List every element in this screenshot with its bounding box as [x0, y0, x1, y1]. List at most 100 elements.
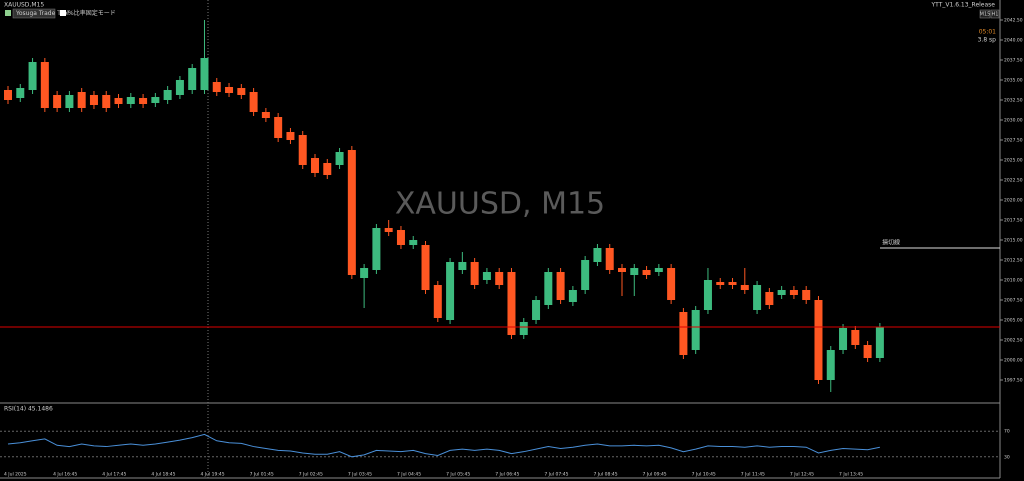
watermark: XAUUSD, M15 [395, 187, 605, 222]
x-tick-label: 4 Jul 18:45 [151, 472, 175, 478]
x-tick-label: 7 Jul 01:45 [250, 472, 274, 478]
candle-body [347, 150, 356, 275]
candle-body [175, 80, 184, 95]
candle-body [740, 285, 749, 290]
candle-body [261, 112, 270, 118]
tool-button[interactable] [12, 8, 56, 19]
x-tick-label: 4 Jul 16:45 [53, 472, 77, 478]
candle-body [605, 248, 614, 270]
candle-body [163, 90, 172, 100]
x-tick-label: 7 Jul 08:45 [593, 472, 617, 478]
tf-button[interactable] [990, 9, 1000, 19]
y-tick-label: 2005.00 [1004, 318, 1023, 324]
candle-body [421, 245, 430, 290]
candle-body [200, 58, 209, 90]
x-tick-label: 7 Jul 02:45 [299, 472, 323, 478]
x-tick-label: 7 Jul 06:45 [495, 472, 519, 478]
tool-icon [5, 10, 11, 16]
rsi-title: RSI(14) 45.1486 [4, 406, 53, 413]
candle-body [703, 280, 712, 310]
candle-body [126, 97, 135, 104]
candle-body [274, 117, 283, 138]
candle-body [802, 290, 811, 300]
mode-checkbox[interactable] [60, 10, 66, 16]
candle-body [409, 240, 418, 245]
rsi-line [7, 433, 880, 458]
candle-body [114, 98, 123, 104]
candle-body [360, 268, 369, 278]
candle-body [102, 95, 111, 108]
x-tick-label: 4 Jul 2025 [4, 472, 27, 478]
candle-body [249, 92, 258, 112]
candle-body [728, 282, 737, 285]
candle-body [507, 272, 516, 335]
y-tick-label: 2010.00 [1004, 278, 1023, 284]
candle-body [716, 282, 725, 285]
y-tick-label: 2025.00 [1004, 158, 1023, 164]
y-tick-label: 2015.00 [1004, 238, 1023, 244]
candle-body [495, 272, 504, 285]
y-tick-label: 2027.50 [1004, 138, 1023, 144]
candle-body [65, 95, 74, 108]
candle-body [139, 98, 148, 104]
candle-body [532, 300, 541, 320]
x-tick-label: 7 Jul 03:45 [348, 472, 372, 478]
candle-body [875, 327, 884, 358]
candle-body [28, 62, 37, 90]
candle-body [212, 82, 221, 92]
y-tick-label: 2040.00 [1004, 38, 1023, 44]
tf-label: H1 [992, 12, 999, 18]
level-label: 損切線 [882, 239, 900, 247]
candle-body [151, 97, 160, 103]
candle-body [286, 132, 295, 140]
candle-body [765, 292, 774, 305]
candle-body [814, 300, 823, 380]
candle-body [593, 248, 602, 262]
y-tick-label: 2032.50 [1004, 98, 1023, 104]
candle-body [826, 350, 835, 380]
x-tick-label: 7 Jul 13:45 [839, 472, 863, 478]
y-tick-label: 2020.00 [1004, 198, 1023, 204]
candle-body [384, 228, 393, 232]
candle-body [851, 330, 860, 345]
candle-body [482, 272, 491, 280]
candle-body [777, 290, 786, 295]
mode-label: %比率固定モード [68, 9, 116, 17]
x-tick-label: 7 Jul 04:45 [397, 472, 421, 478]
candle-body [863, 345, 872, 358]
candle-body [618, 268, 626, 272]
candle-body [298, 135, 307, 165]
candle-body [225, 87, 234, 93]
tool-button-label: Yosuga Trade Tool [15, 10, 69, 17]
candle-body [581, 260, 590, 290]
x-tick-label: 4 Jul 19:45 [200, 472, 224, 478]
candle-body [433, 285, 442, 318]
y-tick-label: 1997.50 [1004, 378, 1023, 384]
candle-body [40, 62, 49, 108]
rsi-tick-label: 30 [1004, 454, 1010, 460]
tf-button[interactable] [979, 9, 991, 19]
candle-body [446, 262, 455, 320]
x-tick-label: 7 Jul 11:45 [741, 472, 765, 478]
candle-body [470, 262, 479, 285]
candle-body [789, 290, 798, 295]
tf-label: M15 [980, 12, 991, 18]
candle-body [77, 92, 86, 108]
y-tick-label: 2002.50 [1004, 338, 1023, 344]
candle-body [556, 272, 565, 300]
rsi-tick-label: 70 [1004, 429, 1010, 435]
spread: 3.8 sp [978, 37, 997, 44]
candle-body [839, 328, 848, 350]
candle-body [642, 270, 651, 275]
y-tick-label: 2000.00 [1004, 358, 1023, 364]
candle-body [519, 322, 528, 335]
x-tick-label: 7 Jul 07:45 [544, 472, 568, 478]
x-tick-label: 7 Jul 12:45 [790, 472, 814, 478]
y-tick-label: 2007.50 [1004, 298, 1023, 304]
y-tick-label: 2035.00 [1004, 78, 1023, 84]
y-tick-label: 2017.50 [1004, 218, 1023, 224]
candle-body [335, 152, 344, 165]
candle-body [691, 310, 700, 350]
candle-body [544, 272, 553, 305]
